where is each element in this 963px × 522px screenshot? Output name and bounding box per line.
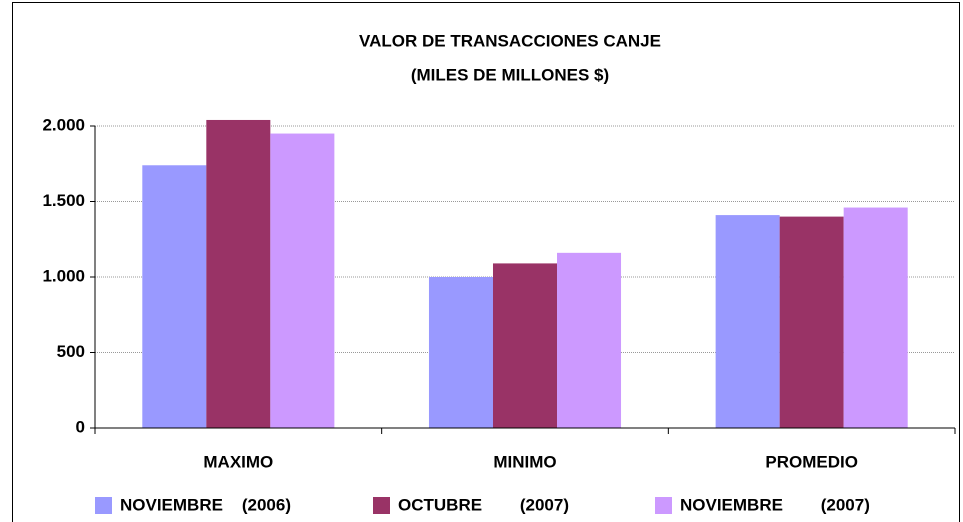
bar bbox=[428, 277, 493, 428]
bar bbox=[715, 215, 780, 428]
legend-swatch bbox=[373, 497, 390, 514]
legend-label: NOVIEMBRE (2006) bbox=[120, 495, 291, 514]
y-tick-label: 500 bbox=[57, 342, 85, 361]
legend-swatch bbox=[95, 497, 112, 514]
x-tick-label: PROMEDIO bbox=[765, 452, 858, 471]
bar bbox=[843, 207, 908, 428]
x-tick-label: MINIMO bbox=[493, 452, 556, 471]
x-tick-label: MAXIMO bbox=[203, 452, 273, 471]
legend-swatch bbox=[655, 497, 672, 514]
legend-label: NOVIEMBRE (2007) bbox=[680, 495, 870, 514]
bar bbox=[270, 133, 335, 429]
bar bbox=[492, 263, 558, 428]
bar bbox=[557, 252, 622, 428]
chart-title: VALOR DE TRANSACCIONES CANJE bbox=[359, 31, 661, 50]
legend-label: OCTUBRE (2007) bbox=[398, 495, 569, 514]
y-tick-label: 1.500 bbox=[42, 191, 85, 210]
bar bbox=[779, 216, 844, 428]
y-tick-label: 2.000 bbox=[42, 115, 85, 134]
y-tick-label: 0 bbox=[76, 417, 85, 436]
bar bbox=[206, 119, 271, 429]
chart-subtitle: (MILES DE MILLONES $) bbox=[411, 65, 609, 84]
y-tick-label: 1.000 bbox=[42, 266, 85, 285]
bar bbox=[142, 165, 207, 428]
